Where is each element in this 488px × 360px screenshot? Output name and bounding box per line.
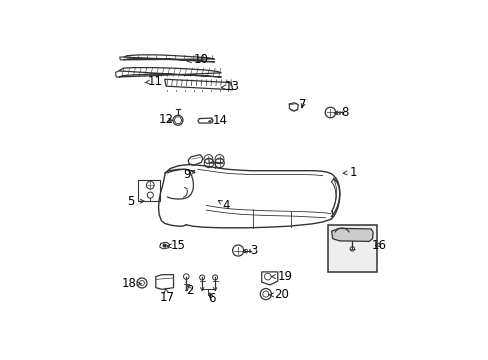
Text: 2: 2 xyxy=(186,284,194,297)
Text: 18: 18 xyxy=(121,277,142,290)
Polygon shape xyxy=(331,228,372,242)
Text: 16: 16 xyxy=(370,239,386,252)
Text: 20: 20 xyxy=(268,288,288,301)
Text: 12: 12 xyxy=(159,113,174,126)
Circle shape xyxy=(163,244,166,247)
Text: 8: 8 xyxy=(334,106,348,119)
Text: 10: 10 xyxy=(187,53,208,66)
Text: 14: 14 xyxy=(208,114,227,127)
Text: 19: 19 xyxy=(271,270,292,283)
Text: 15: 15 xyxy=(167,239,185,252)
Text: 6: 6 xyxy=(207,292,215,305)
Bar xyxy=(137,180,160,201)
Text: 1: 1 xyxy=(343,166,356,179)
Text: 4: 4 xyxy=(218,199,229,212)
Text: 3: 3 xyxy=(243,244,257,257)
Text: 13: 13 xyxy=(221,80,240,93)
Text: 5: 5 xyxy=(127,195,144,208)
Text: 9: 9 xyxy=(183,167,194,180)
Bar xyxy=(327,225,376,272)
Text: 17: 17 xyxy=(160,288,175,304)
Text: 7: 7 xyxy=(298,98,306,111)
Text: 11: 11 xyxy=(144,75,163,88)
